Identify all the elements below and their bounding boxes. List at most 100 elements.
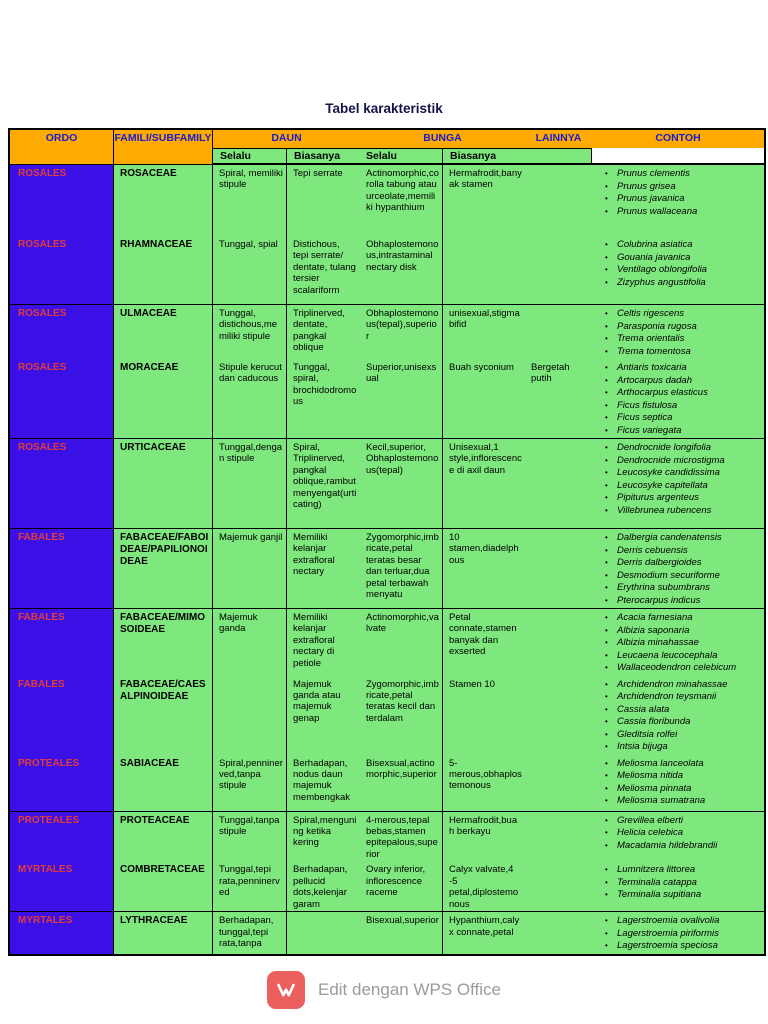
bullet-icon: • xyxy=(605,346,608,356)
contoh-item: • Meliosma nitida xyxy=(594,770,762,783)
contoh-item: • Prunus clementis xyxy=(594,168,762,181)
daun-biasanya-cell: Berhadapan, pellucid dots,kelenjar garam xyxy=(287,861,360,912)
lainnya-cell xyxy=(525,675,592,755)
contoh-item: • Acacia farnesiana xyxy=(594,612,762,625)
bullet-icon: • xyxy=(605,570,608,580)
bullet-icon: • xyxy=(605,840,608,850)
bullet-icon: • xyxy=(605,265,608,274)
bullet-icon: • xyxy=(605,443,608,452)
daun-selalu-cell: Berhadapan, tunggal,tepi rata,tanpa xyxy=(213,911,287,954)
bullet-icon: • xyxy=(605,941,608,951)
bunga-selalu-cell: 4-merous,tepal bebas,stamen epitepalous,… xyxy=(360,810,443,862)
species-name: Prunus wallaceana xyxy=(617,205,698,217)
col-header-ordo: ORDO xyxy=(10,130,114,164)
contoh-item: • Grevillea elberti xyxy=(594,815,762,828)
daun-selalu-cell: Tunggal, spial xyxy=(213,236,287,304)
bunga-selalu-cell: Obhaplostemonous,intrastaminal nectary d… xyxy=(360,236,443,304)
daun-biasanya-cell: Memiliki kelanjar extrafloral nectary di… xyxy=(287,608,360,676)
daun-biasanya-cell: Berhadapan, nodus daun majemuk membengka… xyxy=(287,754,360,811)
contoh-item: • Gouania javanica xyxy=(594,252,762,265)
species-name: Erythrina subumbrans xyxy=(617,582,710,593)
family-row: ROSALES URTICACEAE Tunggal,dengan stipul… xyxy=(10,438,764,528)
species-name: Pterocarpus indicus xyxy=(617,594,701,606)
species-name: Prunus javanica xyxy=(617,193,685,204)
family-row: FABALES FABACEAE/CAESALPINOIDEAE Majemuk… xyxy=(10,675,764,755)
contoh-cell: • Colubrina asiatica • Gouania javanica • Ven… xyxy=(592,236,764,304)
contoh-item: • Macadamia hildebrandii xyxy=(594,840,762,853)
species-name: Derris dalbergioides xyxy=(617,557,702,568)
ordo-cell: ROSALES xyxy=(10,164,114,236)
bullet-icon: • xyxy=(605,252,608,262)
bullet-icon: • xyxy=(605,169,608,178)
species-name: Derris cebuensis xyxy=(617,544,688,556)
bunga-selalu-cell: Bisexual,superior xyxy=(360,911,443,954)
lainnya-cell: Bergetah putih xyxy=(525,359,592,438)
species-name: Helicia celebica xyxy=(617,827,684,838)
col-header-contoh: CONTOH xyxy=(592,130,764,148)
bullet-icon: • xyxy=(605,625,608,635)
wps-w-glyph xyxy=(277,983,295,997)
species-name: Albizia saponaria xyxy=(617,624,690,636)
species-name: Cassia floribunda xyxy=(617,716,691,727)
contoh-item: • Dendrocnide longifolia xyxy=(594,442,762,455)
species-name: Lagerstroemia ovalivolia xyxy=(617,915,720,927)
contoh-item: • Prunus wallaceana xyxy=(594,206,762,219)
contoh-cell: • Celtis rigescens • Parasponia rugosa • Trem… xyxy=(592,304,764,359)
species-name: Parasponia rugosa xyxy=(617,320,697,332)
species-name: Wallaceodendron celebicum xyxy=(617,662,737,673)
daun-biasanya-cell: Majemuk ganda atau majemuk genap xyxy=(287,675,360,755)
contoh-item: • Cassia alata xyxy=(594,704,762,717)
bullet-icon: • xyxy=(605,663,608,672)
bullet-icon: • xyxy=(605,613,608,622)
species-name: Celtis rigescens xyxy=(617,308,685,319)
contoh-item: • Erythrina subumbrans xyxy=(594,582,762,595)
bullet-icon: • xyxy=(605,717,608,726)
ordo-cell: MYRTALES xyxy=(10,911,114,954)
species-name: Trema orientalis xyxy=(617,333,685,344)
contoh-item: • Wallaceodendron celebicum xyxy=(594,662,762,675)
contoh-cell: • Acacia farnesiana • Albizia saponaria • Alb… xyxy=(592,608,764,676)
contoh-item: • Ficus fistulosa xyxy=(594,400,762,413)
contoh-item: • Leucosyke candidissima xyxy=(594,467,762,480)
contoh-item: • Pterocarpus indicus xyxy=(594,595,762,608)
bunga-selalu-cell: Actinomorphic,corolla tabung atau urceol… xyxy=(360,164,443,236)
daun-selalu-cell xyxy=(213,675,287,755)
family-name: LYTHRACEAE xyxy=(114,911,213,954)
family-name: MORACEAE xyxy=(114,359,213,438)
family-row: ROSALES ROSACEAE Spiral, memiliki stipul… xyxy=(10,164,764,236)
family-row: MYRTALES LYTHRACEAE Berhadapan, tunggal,… xyxy=(10,911,764,954)
daun-biasanya-cell xyxy=(287,911,360,954)
lainnya-cell xyxy=(525,861,592,912)
bullet-icon: • xyxy=(605,455,608,465)
contoh-cell: • Lumnitzera littorea • Terminalia catappa •… xyxy=(592,861,764,912)
characteristics-table: ORDO FAMILI/SUBFAMILY DAUN BUNGA LAINNYA… xyxy=(8,128,766,956)
lainnya-cell xyxy=(525,304,592,359)
bullet-icon: • xyxy=(605,505,608,515)
contoh-item: • Zizyphus angustifolia xyxy=(594,277,762,290)
species-name: Dendrocnide longifolia xyxy=(617,442,712,453)
daun-selalu-cell: Spiral,penninerved,tanpa stipule xyxy=(213,754,287,811)
daun-biasanya-cell: Triplinerved, dentate, pangkal oblique xyxy=(287,304,360,359)
contoh-cell: • Dendrocnide longifolia • Dendrocnide micr… xyxy=(592,438,764,528)
family-row: FABALES FABACEAE/FABOIDEAE/PAPILIONOIDEA… xyxy=(10,528,764,608)
contoh-cell: • Meliosma lanceolata • Meliosma nitida • Mel… xyxy=(592,754,764,811)
contoh-item: • Trema orientalis xyxy=(594,333,762,346)
contoh-item: • Ventilago oblongifolia xyxy=(594,264,762,277)
bullet-icon: • xyxy=(605,240,608,249)
subheader-daun-biasanya-bunga-selalu: Biasanya Selalu xyxy=(287,148,443,164)
family-name: COMBRETACEAE xyxy=(114,861,213,912)
bullet-icon: • xyxy=(605,321,608,331)
contoh-item: • Leucosyke capitellata xyxy=(594,480,762,493)
contoh-cell: • Lagerstroemia ovalivolia • Lagerstroemia … xyxy=(592,911,764,954)
header-row: ORDO FAMILI/SUBFAMILY DAUN BUNGA LAINNYA… xyxy=(10,130,764,164)
family-row: ROSALES MORACEAE Stipule kerucut dan cad… xyxy=(10,359,764,438)
daun-selalu-cell: Tunggal,tepi rata,penninerved xyxy=(213,861,287,912)
bullet-icon: • xyxy=(605,468,608,477)
species-name: Antiaris toxicaria xyxy=(617,362,687,373)
family-row: PROTEALES PROTEACEAE Tunggal,tanpa stipu… xyxy=(10,810,764,862)
col-header-lainnya: LAINNYA xyxy=(525,130,592,148)
page-title: Tabel karakteristik xyxy=(325,101,443,116)
contoh-item: • Parasponia rugosa xyxy=(594,321,762,334)
contoh-item: • Trema tomentosa xyxy=(594,346,762,359)
contoh-item: • Prunus javanica xyxy=(594,193,762,206)
